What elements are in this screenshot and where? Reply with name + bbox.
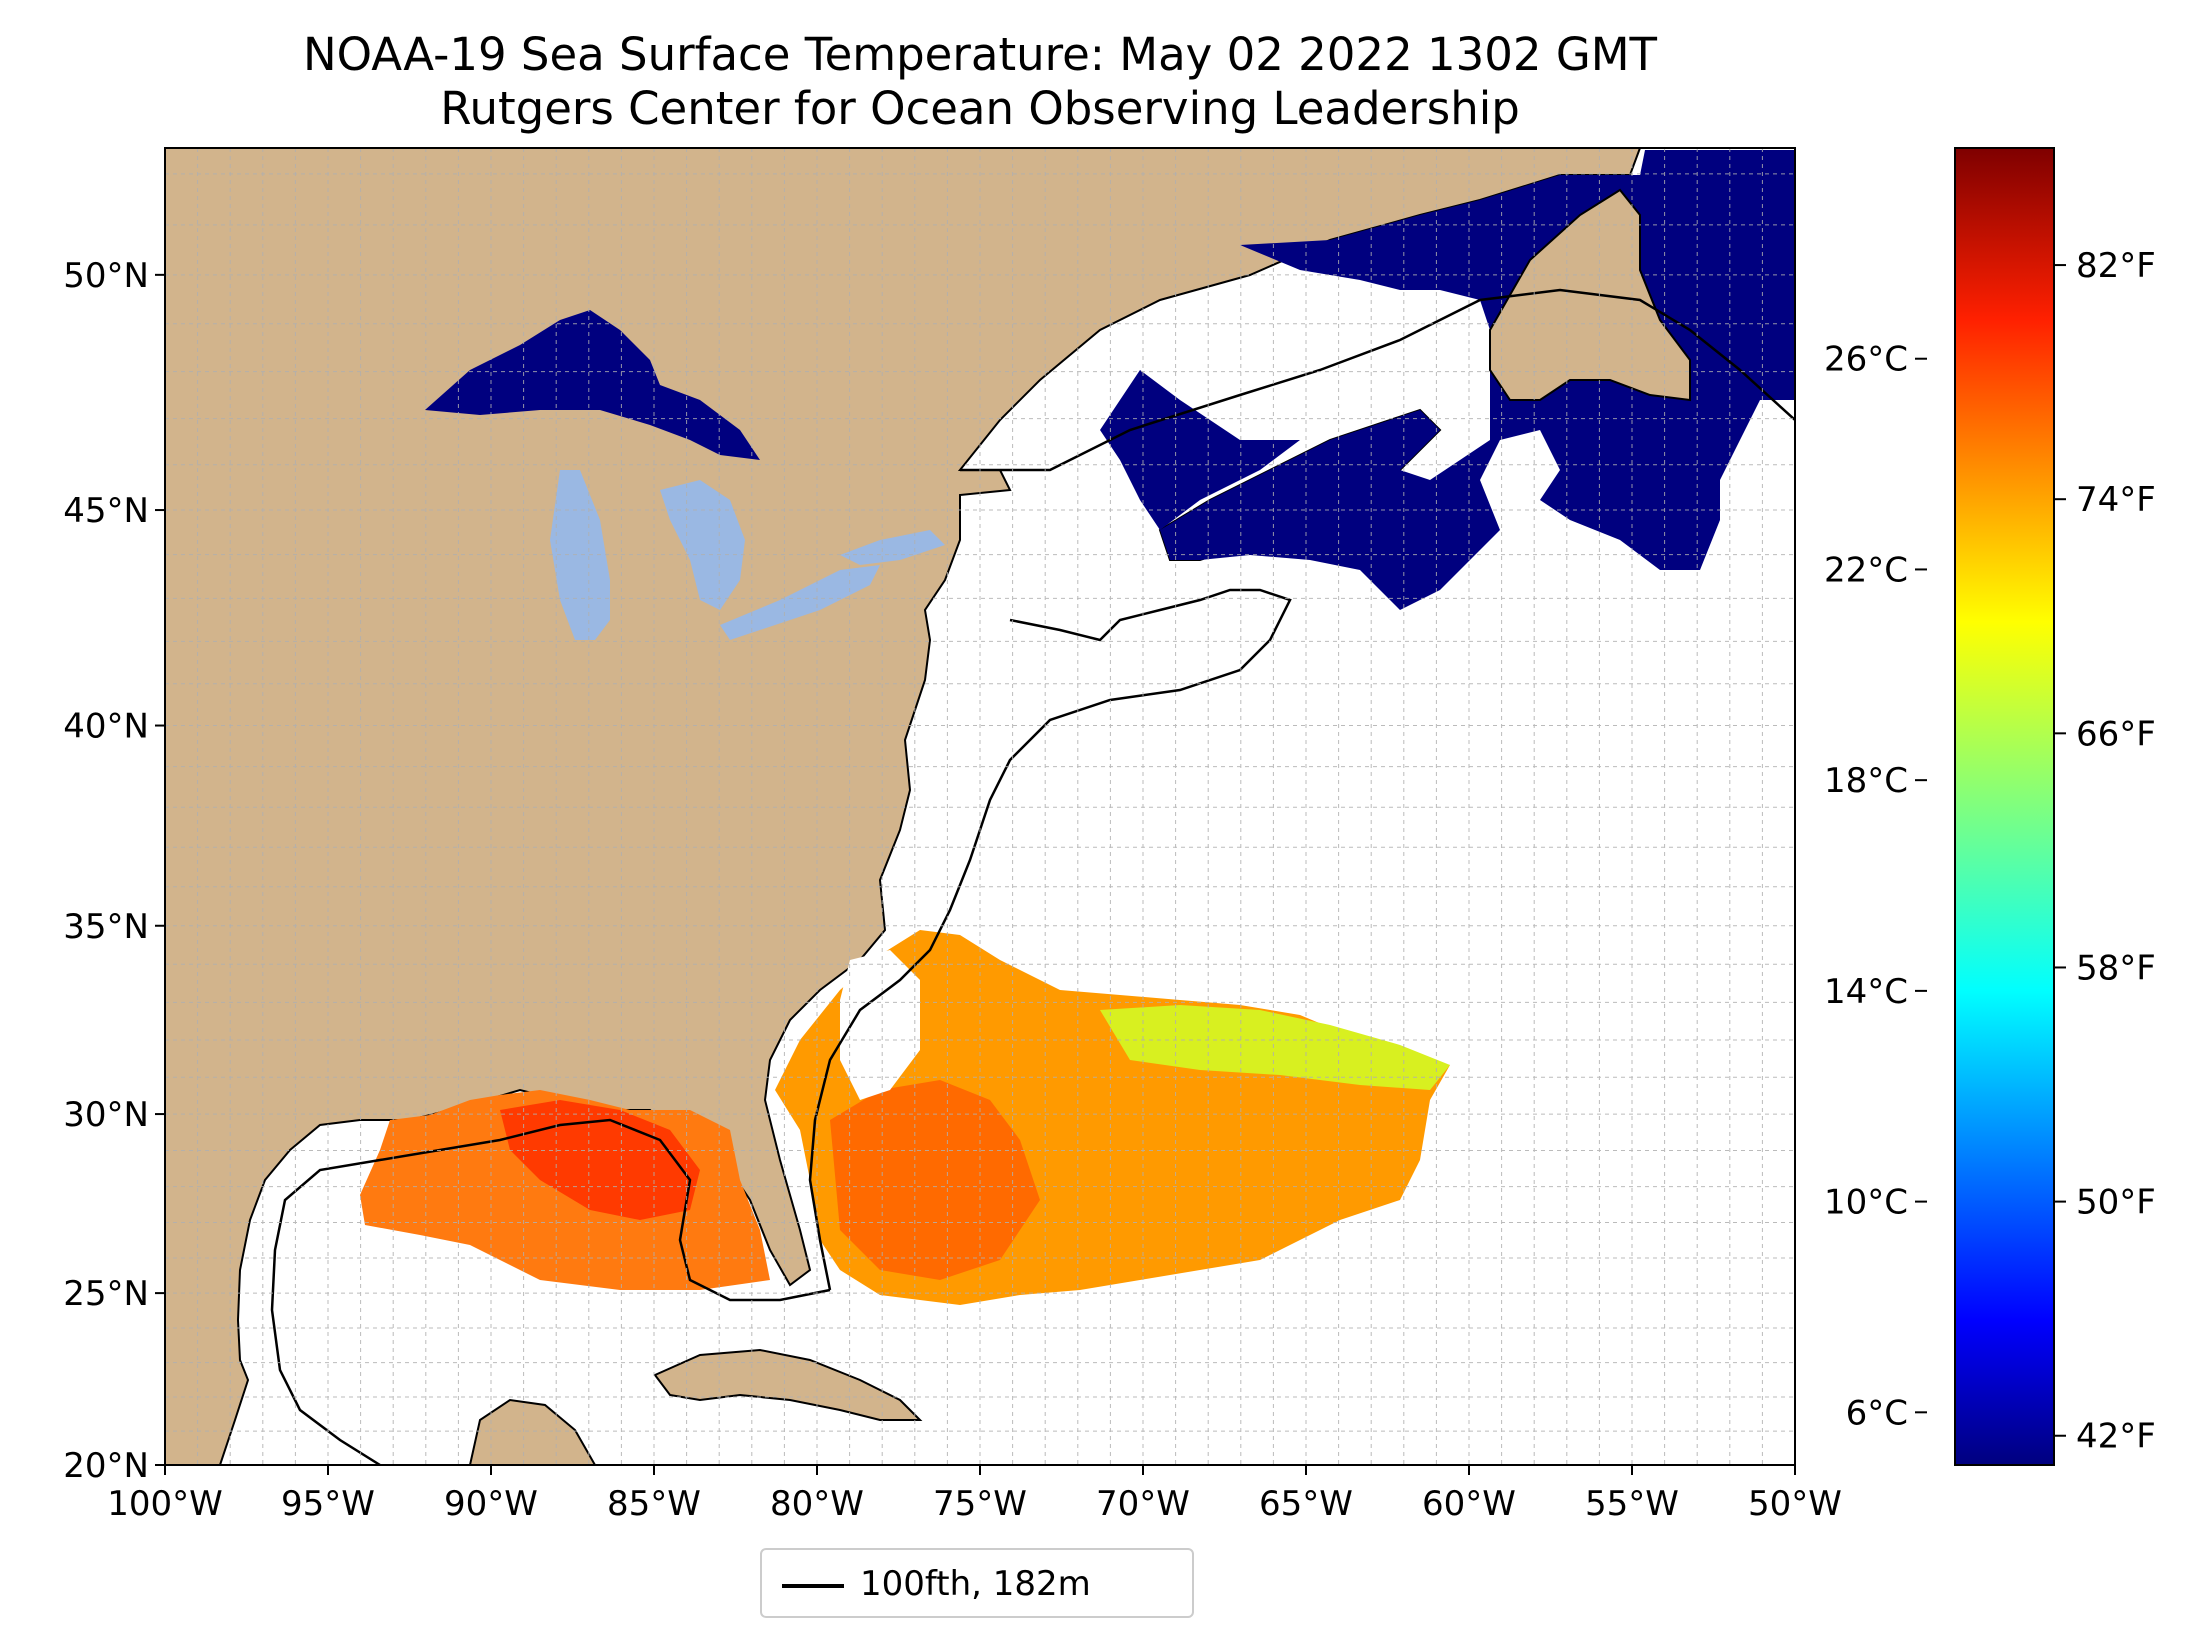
lat-tick-labels: 20°N 25°N 30°N 35°N 40°N 45°N 50°N — [63, 256, 165, 1486]
lat-tick-label: 35°N — [63, 907, 149, 947]
lon-tick-label: 55°W — [1585, 1484, 1679, 1524]
contour-100fth — [960, 288, 1795, 472]
lon-tick-label: 65°W — [1259, 1484, 1353, 1524]
lon-tick-label: 90°W — [444, 1484, 538, 1524]
sst-nodata-cloud — [840, 950, 920, 1100]
colorbar — [1954, 147, 2055, 1466]
colorbar-fahrenheit-label: 50°F — [2076, 1183, 2156, 1223]
colorbar-fahrenheit-labels: 42°F 50°F 58°F 66°F 74°F 82°F — [2054, 246, 2156, 1457]
lake-erie — [720, 565, 880, 640]
colorbar-fahrenheit-label: 58°F — [2076, 948, 2156, 988]
lon-tick-labels: 100°W 95°W 90°W 85°W 80°W 75°W 70°W 65°W 60°W 55°… — [107, 1465, 1842, 1524]
land-yucatan — [468, 1398, 597, 1465]
lake-superior — [425, 310, 760, 460]
colorbar-celsius-label: 6°C — [1846, 1393, 1908, 1433]
lake-michigan — [550, 470, 610, 640]
land-north-america — [165, 148, 1642, 1465]
colorbar-celsius-label: 22°C — [1824, 550, 1908, 590]
colorbar-fahrenheit-label: 42°F — [2076, 1417, 2156, 1457]
lon-tick-label: 70°W — [1096, 1484, 1190, 1524]
lat-tick-label: 40°N — [63, 707, 149, 747]
sst-gulf-red — [500, 1100, 700, 1220]
colorbar-celsius-label: 26°C — [1824, 340, 1908, 380]
sst-cold-region — [1100, 370, 1300, 530]
lon-tick-label: 80°W — [770, 1484, 864, 1524]
colorbar-celsius-label: 18°C — [1824, 761, 1908, 801]
colorbar-celsius-label: 14°C — [1824, 972, 1908, 1012]
colorbar-celsius-label: 10°C — [1824, 1183, 1908, 1223]
lat-tick-label: 25°N — [63, 1274, 149, 1314]
contour-100fth-east — [808, 588, 1292, 1291]
map-subtitle: Rutgers Center for Ocean Observing Leade… — [440, 82, 1520, 135]
lake-ontario — [840, 530, 945, 565]
lon-tick-label: 95°W — [281, 1484, 375, 1524]
contour-100fth-gulf — [270, 1118, 831, 1465]
colorbar-celsius-labels: 6°C 10°C 14°C 18°C 22°C 26°C — [1824, 340, 1927, 1433]
lat-tick-label: 50°N — [63, 256, 149, 296]
lat-tick-label: 45°N — [63, 491, 149, 531]
lake-huron — [660, 480, 745, 610]
lon-tick-label: 75°W — [933, 1484, 1027, 1524]
lon-tick-label: 60°W — [1422, 1484, 1516, 1524]
lon-tick-label: 50°W — [1748, 1484, 1842, 1524]
map-legend: 100fth, 182m — [760, 1548, 1194, 1618]
lat-tick-label: 20°N — [63, 1446, 149, 1486]
lon-tick-label: 85°W — [607, 1484, 701, 1524]
graticule — [165, 148, 1795, 1465]
lat-tick-label: 30°N — [63, 1095, 149, 1135]
land-cuba — [653, 1348, 923, 1421]
sst-cool-patch — [1100, 1005, 1450, 1090]
map-title: NOAA-19 Sea Surface Temperature: May 02 … — [302, 28, 1658, 81]
colorbar-fahrenheit-label: 82°F — [2076, 246, 2156, 286]
lon-tick-label: 100°W — [107, 1484, 223, 1524]
colorbar-fahrenheit-label: 74°F — [2076, 480, 2156, 520]
legend-label: 100fth, 182m — [860, 1564, 1091, 1604]
legend-line-swatch — [782, 1584, 844, 1588]
colorbar-fahrenheit-label: 66°F — [2076, 714, 2156, 754]
